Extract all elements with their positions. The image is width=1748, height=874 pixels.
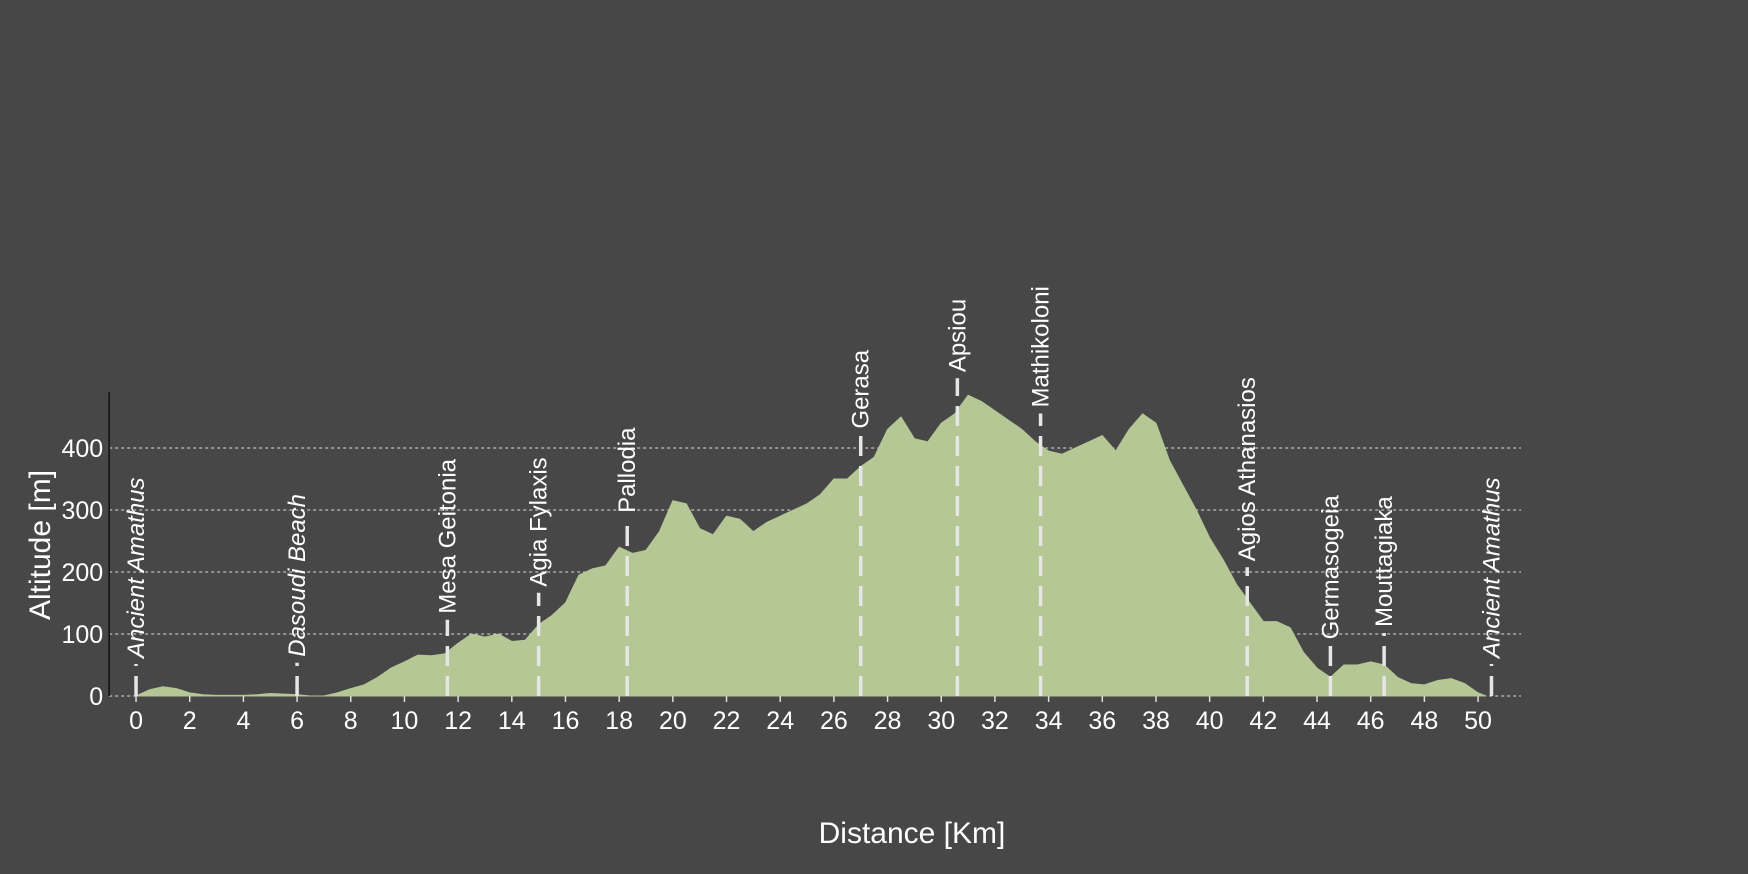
x-tick-label: 46: [1357, 707, 1385, 735]
waypoint-label: Ancient Amathus: [123, 477, 150, 660]
y-axis-title: Altitude [m]: [24, 470, 57, 620]
y-tick-label: 200: [61, 559, 103, 587]
waypoint-label: Ancient Amathus: [1478, 477, 1505, 660]
x-tick-label: 8: [344, 707, 358, 735]
x-tick-label: 30: [927, 707, 955, 735]
x-axis-title: Distance [Km]: [819, 817, 1006, 850]
x-tick-label: 38: [1142, 707, 1170, 735]
x-tick-label: 40: [1196, 707, 1224, 735]
x-tick-label: 0: [129, 707, 143, 735]
waypoint-label: Apsiou: [944, 299, 971, 372]
x-tick-label: 36: [1088, 707, 1116, 735]
waypoint-label: Mesa Geitonia: [434, 458, 461, 613]
waypoint-label: Mathikoloni: [1028, 286, 1055, 407]
x-tick-label: 26: [820, 707, 848, 735]
x-tick-label: 32: [981, 707, 1009, 735]
x-tick-label: 48: [1410, 707, 1438, 735]
x-tick-label: 18: [605, 707, 633, 735]
x-tick-label: 28: [874, 707, 902, 735]
waypoint-label: Agios Athanasios: [1234, 377, 1261, 561]
x-tick-label: 50: [1464, 707, 1492, 735]
x-tick-label: 34: [1035, 707, 1063, 735]
y-tick-label: 400: [61, 435, 103, 463]
waypoint-label: Dasoudi Beach: [284, 494, 311, 657]
x-tick-label: 12: [444, 707, 472, 735]
waypoint-label: Pallodia: [614, 427, 641, 513]
y-tick-label: 0: [89, 683, 103, 711]
x-tick-label: 4: [236, 707, 250, 735]
waypoint-label: Germasogeia: [1317, 495, 1344, 640]
x-tick-label: 22: [713, 707, 741, 735]
waypoint-label: Gerasa: [848, 349, 875, 428]
x-tick-label: 10: [391, 707, 419, 735]
x-tick-label: 2: [183, 707, 197, 735]
x-tick-label: 14: [498, 707, 526, 735]
waypoint-label: Mouttagiaka: [1371, 496, 1398, 627]
y-tick-label: 300: [61, 497, 103, 525]
x-tick-label: 44: [1303, 707, 1331, 735]
x-tick-label: 20: [659, 707, 687, 735]
x-tick-label: 6: [290, 707, 304, 735]
x-tick-label: 42: [1249, 707, 1277, 735]
y-tick-label: 100: [61, 621, 103, 649]
x-tick-label: 16: [552, 707, 580, 735]
waypoint-label: Agia Fylaxis: [526, 457, 553, 586]
x-tick-label: 24: [766, 707, 794, 735]
elevation-area: [135, 394, 1487, 697]
